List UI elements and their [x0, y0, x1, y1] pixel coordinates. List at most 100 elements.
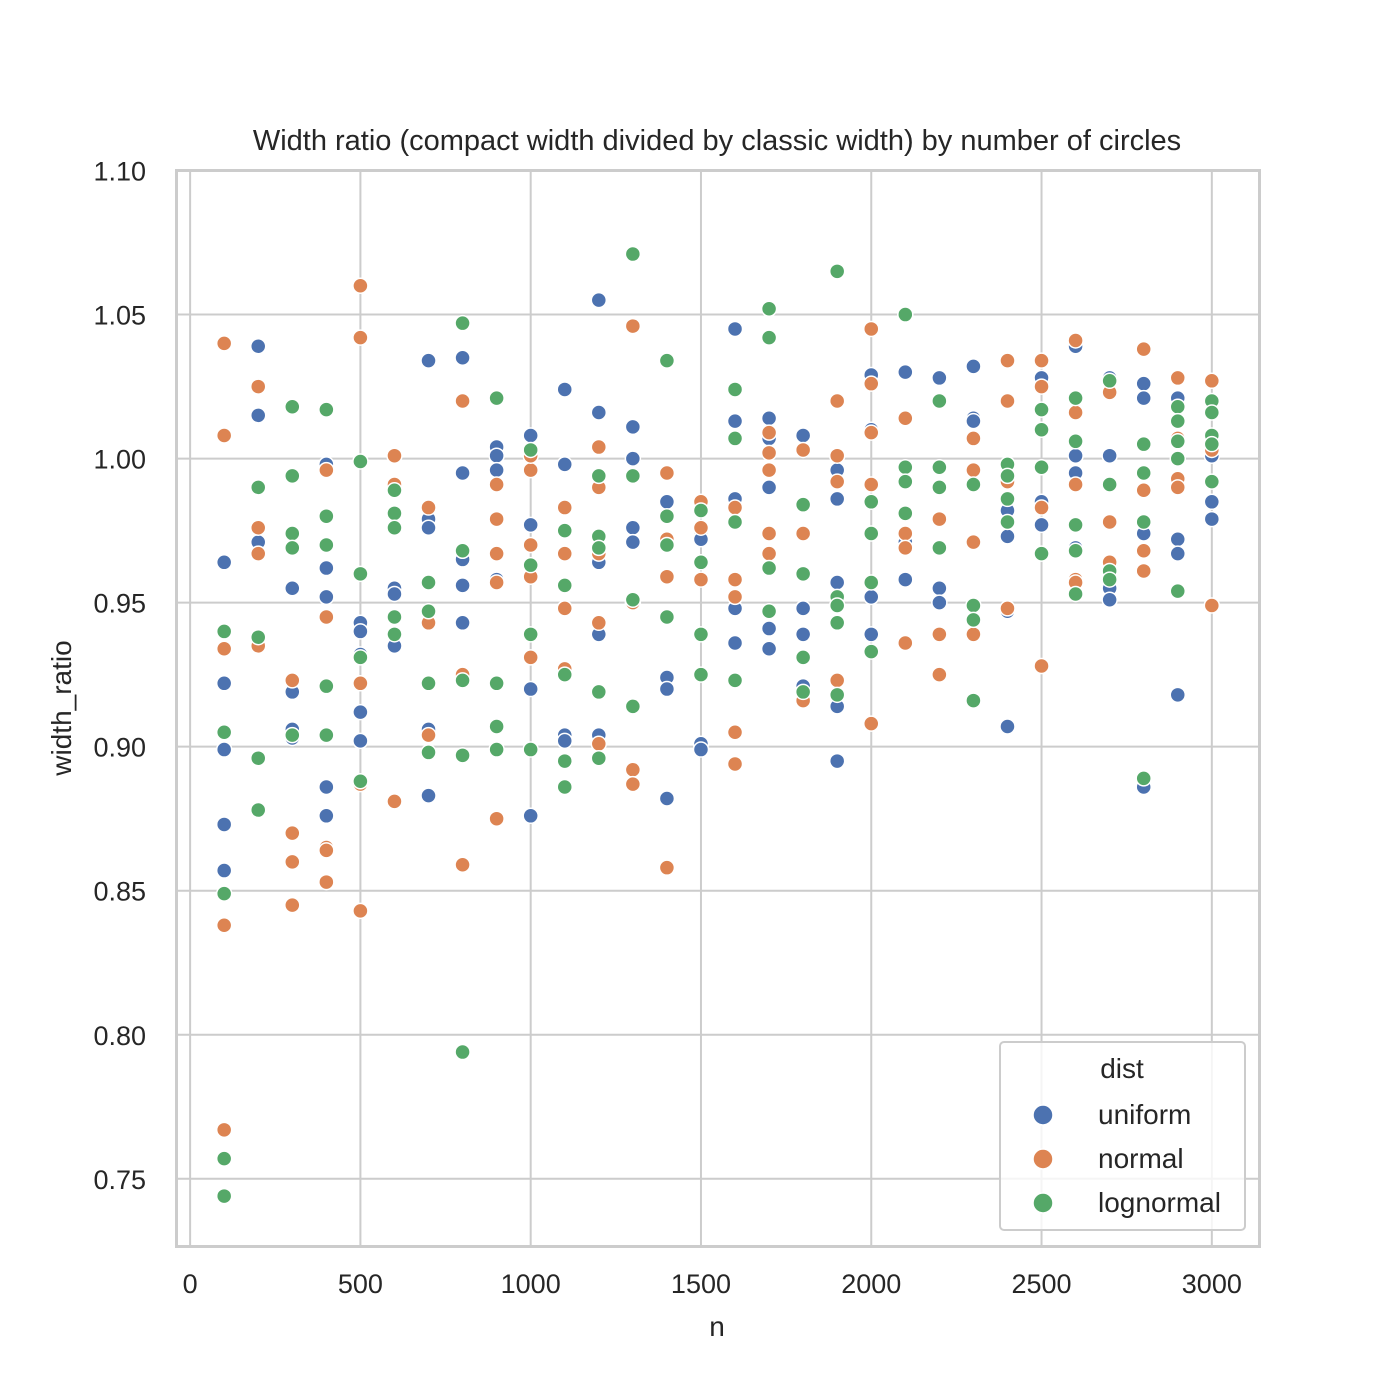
point-uniform	[1101, 591, 1118, 608]
x-tick-label: 500	[338, 1269, 383, 1299]
series-lognormal	[215, 245, 1221, 1205]
point-normal	[318, 842, 335, 859]
point-uniform	[215, 862, 233, 879]
point-lognormal	[556, 666, 573, 683]
point-normal	[863, 715, 880, 732]
point-normal	[897, 525, 914, 542]
point-normal	[215, 335, 233, 352]
point-lognormal	[386, 626, 403, 643]
point-lognormal	[1033, 458, 1050, 476]
point-uniform	[624, 519, 642, 536]
point-normal	[658, 464, 676, 482]
point-lognormal	[386, 519, 403, 536]
point-normal	[1203, 372, 1221, 390]
point-lognormal	[1135, 435, 1152, 453]
point-lognormal	[965, 611, 982, 629]
point-uniform	[1067, 447, 1084, 464]
x-tick-label: 2000	[841, 1269, 901, 1299]
point-lognormal	[454, 1043, 471, 1061]
point-lognormal	[318, 726, 335, 744]
point-normal	[999, 392, 1016, 410]
point-uniform	[352, 623, 369, 640]
legend-label-normal: normal	[1098, 1143, 1184, 1174]
point-lognormal	[318, 677, 335, 695]
y-tick-label: 0.80	[93, 1021, 146, 1051]
point-lognormal	[1135, 464, 1152, 482]
point-uniform	[556, 456, 573, 473]
point-normal	[1203, 597, 1221, 614]
point-uniform	[726, 320, 744, 338]
point-normal	[692, 519, 710, 536]
point-normal	[1033, 352, 1050, 369]
point-lognormal	[556, 577, 573, 594]
point-uniform	[522, 680, 539, 698]
point-lognormal	[863, 493, 880, 511]
point-lognormal	[454, 747, 471, 764]
point-lognormal	[352, 565, 369, 583]
point-uniform	[760, 640, 778, 657]
point-lognormal	[1033, 401, 1050, 418]
point-lognormal	[692, 502, 710, 519]
point-lognormal	[590, 683, 608, 701]
point-uniform	[556, 381, 573, 398]
point-normal	[726, 724, 744, 741]
point-lognormal	[284, 525, 301, 542]
point-lognormal	[1169, 582, 1187, 600]
point-lognormal	[249, 749, 267, 767]
chart-title: Width ratio (compact width divided by cl…	[253, 125, 1181, 157]
point-normal	[726, 588, 744, 606]
point-lognormal	[522, 441, 539, 459]
point-normal	[1135, 482, 1152, 499]
point-normal	[1101, 513, 1118, 531]
point-lognormal	[624, 467, 642, 485]
point-normal	[352, 277, 369, 294]
point-lognormal	[420, 574, 437, 591]
point-normal	[999, 600, 1016, 617]
point-lognormal	[556, 778, 573, 796]
point-normal	[352, 675, 369, 692]
point-lognormal	[420, 675, 437, 692]
point-normal	[215, 917, 233, 934]
point-lognormal	[454, 672, 471, 689]
point-normal	[1033, 378, 1050, 395]
point-uniform	[760, 410, 778, 427]
point-lognormal	[624, 591, 642, 608]
point-normal	[965, 430, 982, 447]
point-normal	[658, 859, 676, 876]
point-normal	[556, 499, 573, 516]
point-lognormal	[215, 724, 233, 741]
point-normal	[897, 634, 914, 652]
point-normal	[897, 410, 914, 427]
point-uniform	[999, 718, 1016, 735]
point-lognormal	[931, 539, 948, 557]
point-lognormal	[1033, 421, 1050, 439]
point-lognormal	[760, 603, 778, 620]
point-normal	[863, 424, 880, 441]
point-lognormal	[999, 467, 1016, 485]
point-uniform	[658, 680, 676, 698]
point-uniform	[215, 741, 233, 758]
point-lognormal	[454, 542, 471, 560]
point-normal	[1169, 479, 1187, 496]
point-lognormal	[794, 649, 812, 666]
point-lognormal	[386, 482, 403, 499]
point-lognormal	[215, 885, 233, 902]
point-lognormal	[556, 522, 573, 539]
point-normal	[590, 735, 608, 753]
point-uniform	[522, 516, 539, 534]
point-lognormal	[999, 513, 1016, 531]
point-normal	[284, 853, 301, 871]
point-uniform	[726, 412, 744, 430]
point-normal	[965, 626, 982, 643]
point-uniform	[590, 404, 608, 421]
point-normal	[863, 476, 880, 493]
point-lognormal	[249, 479, 267, 496]
point-uniform	[931, 594, 948, 611]
point-normal	[794, 525, 812, 542]
point-normal	[828, 447, 846, 464]
point-normal	[386, 447, 403, 464]
point-uniform	[556, 732, 573, 750]
point-lognormal	[420, 603, 437, 620]
point-normal	[624, 761, 642, 778]
